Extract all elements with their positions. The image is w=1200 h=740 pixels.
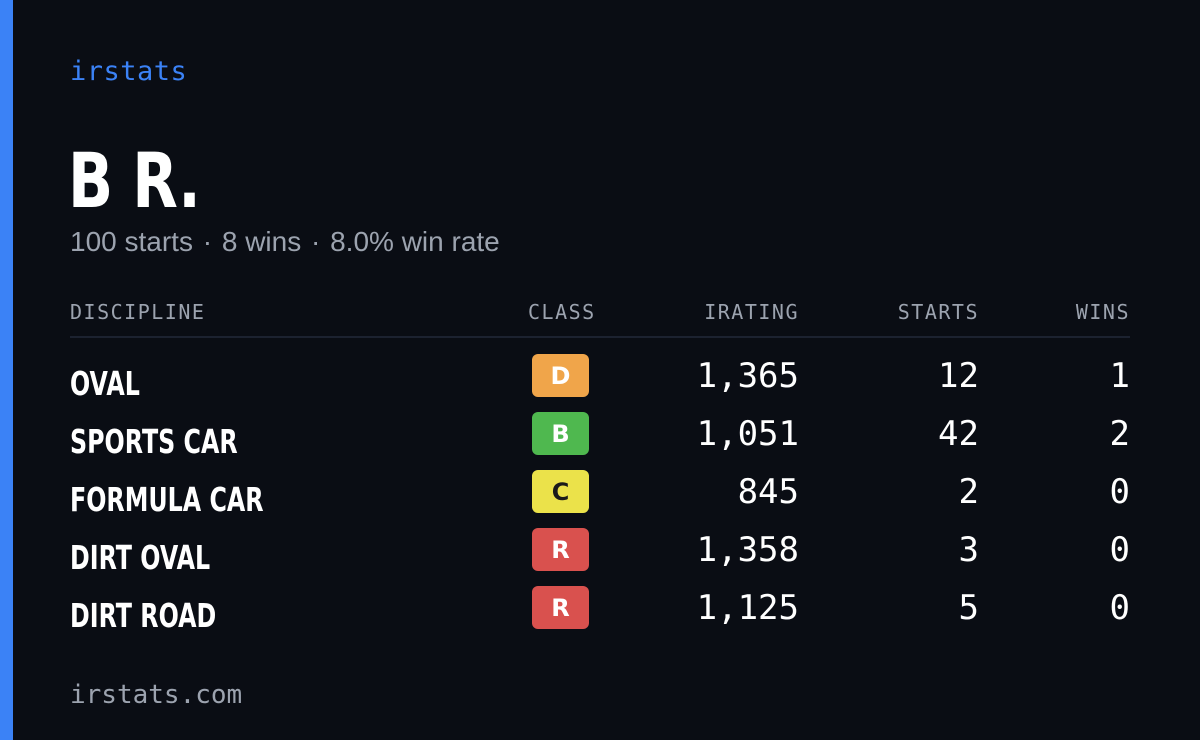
table-header: DISCIPLINE CLASS IRATING STARTS WINS [70, 300, 1130, 338]
wins-value: 0 [1109, 472, 1130, 512]
class-badge: D [532, 354, 589, 397]
class-badge: R [532, 528, 589, 571]
starts-value: 42 [938, 414, 979, 454]
brand-logo: irstats [70, 56, 188, 87]
irating-value: 1,365 [696, 356, 799, 396]
summary-separator: · [311, 226, 321, 257]
discipline-name: DIRT ROAD [70, 596, 217, 635]
irating-value: 1,358 [696, 530, 799, 570]
header-irating: IRATING [704, 300, 799, 324]
wins-summary: 8 wins [221, 226, 302, 257]
starts-value: 5 [958, 588, 979, 628]
starts-summary: 100 starts [70, 226, 193, 257]
table-row: OVAL D 1,365 12 1 [70, 352, 1130, 410]
driver-name: B R. [68, 136, 201, 225]
wins-value: 0 [1109, 588, 1130, 628]
table-row: FORMULA CAR C 845 2 0 [70, 468, 1130, 526]
irating-value: 845 [737, 472, 799, 512]
discipline-name: DIRT OVAL [70, 538, 211, 577]
header-wins: WINS [1075, 300, 1130, 324]
header-class: CLASS [528, 300, 596, 324]
discipline-name: FORMULA CAR [70, 480, 264, 519]
class-badge: C [532, 470, 589, 513]
starts-value: 3 [958, 530, 979, 570]
footer-url[interactable]: irstats.com [70, 680, 243, 710]
class-badge: R [532, 586, 589, 629]
wins-value: 1 [1109, 356, 1130, 396]
starts-value: 12 [938, 356, 979, 396]
table-row: SPORTS CAR B 1,051 42 2 [70, 410, 1130, 468]
discipline-table: OVAL D 1,365 12 1 SPORTS CAR B 1,051 42 … [70, 352, 1130, 642]
discipline-name: OVAL [70, 364, 140, 403]
wins-value: 2 [1109, 414, 1130, 454]
wins-value: 0 [1109, 530, 1130, 570]
table-row: DIRT ROAD R 1,125 5 0 [70, 584, 1130, 642]
header-starts: STARTS [897, 300, 979, 324]
accent-bar [0, 0, 13, 740]
header-discipline: DISCIPLINE [70, 300, 206, 324]
irating-value: 1,051 [696, 414, 799, 454]
starts-value: 2 [958, 472, 979, 512]
class-badge: B [532, 412, 589, 455]
irating-value: 1,125 [696, 588, 799, 628]
table-row: DIRT OVAL R 1,358 3 0 [70, 526, 1130, 584]
win-rate-summary: 8.0% win rate [330, 226, 500, 257]
summary-separator: · [202, 226, 213, 257]
discipline-name: SPORTS CAR [70, 422, 238, 461]
driver-summary: 100 starts · 8 wins · 8.0% win rate [70, 226, 500, 258]
